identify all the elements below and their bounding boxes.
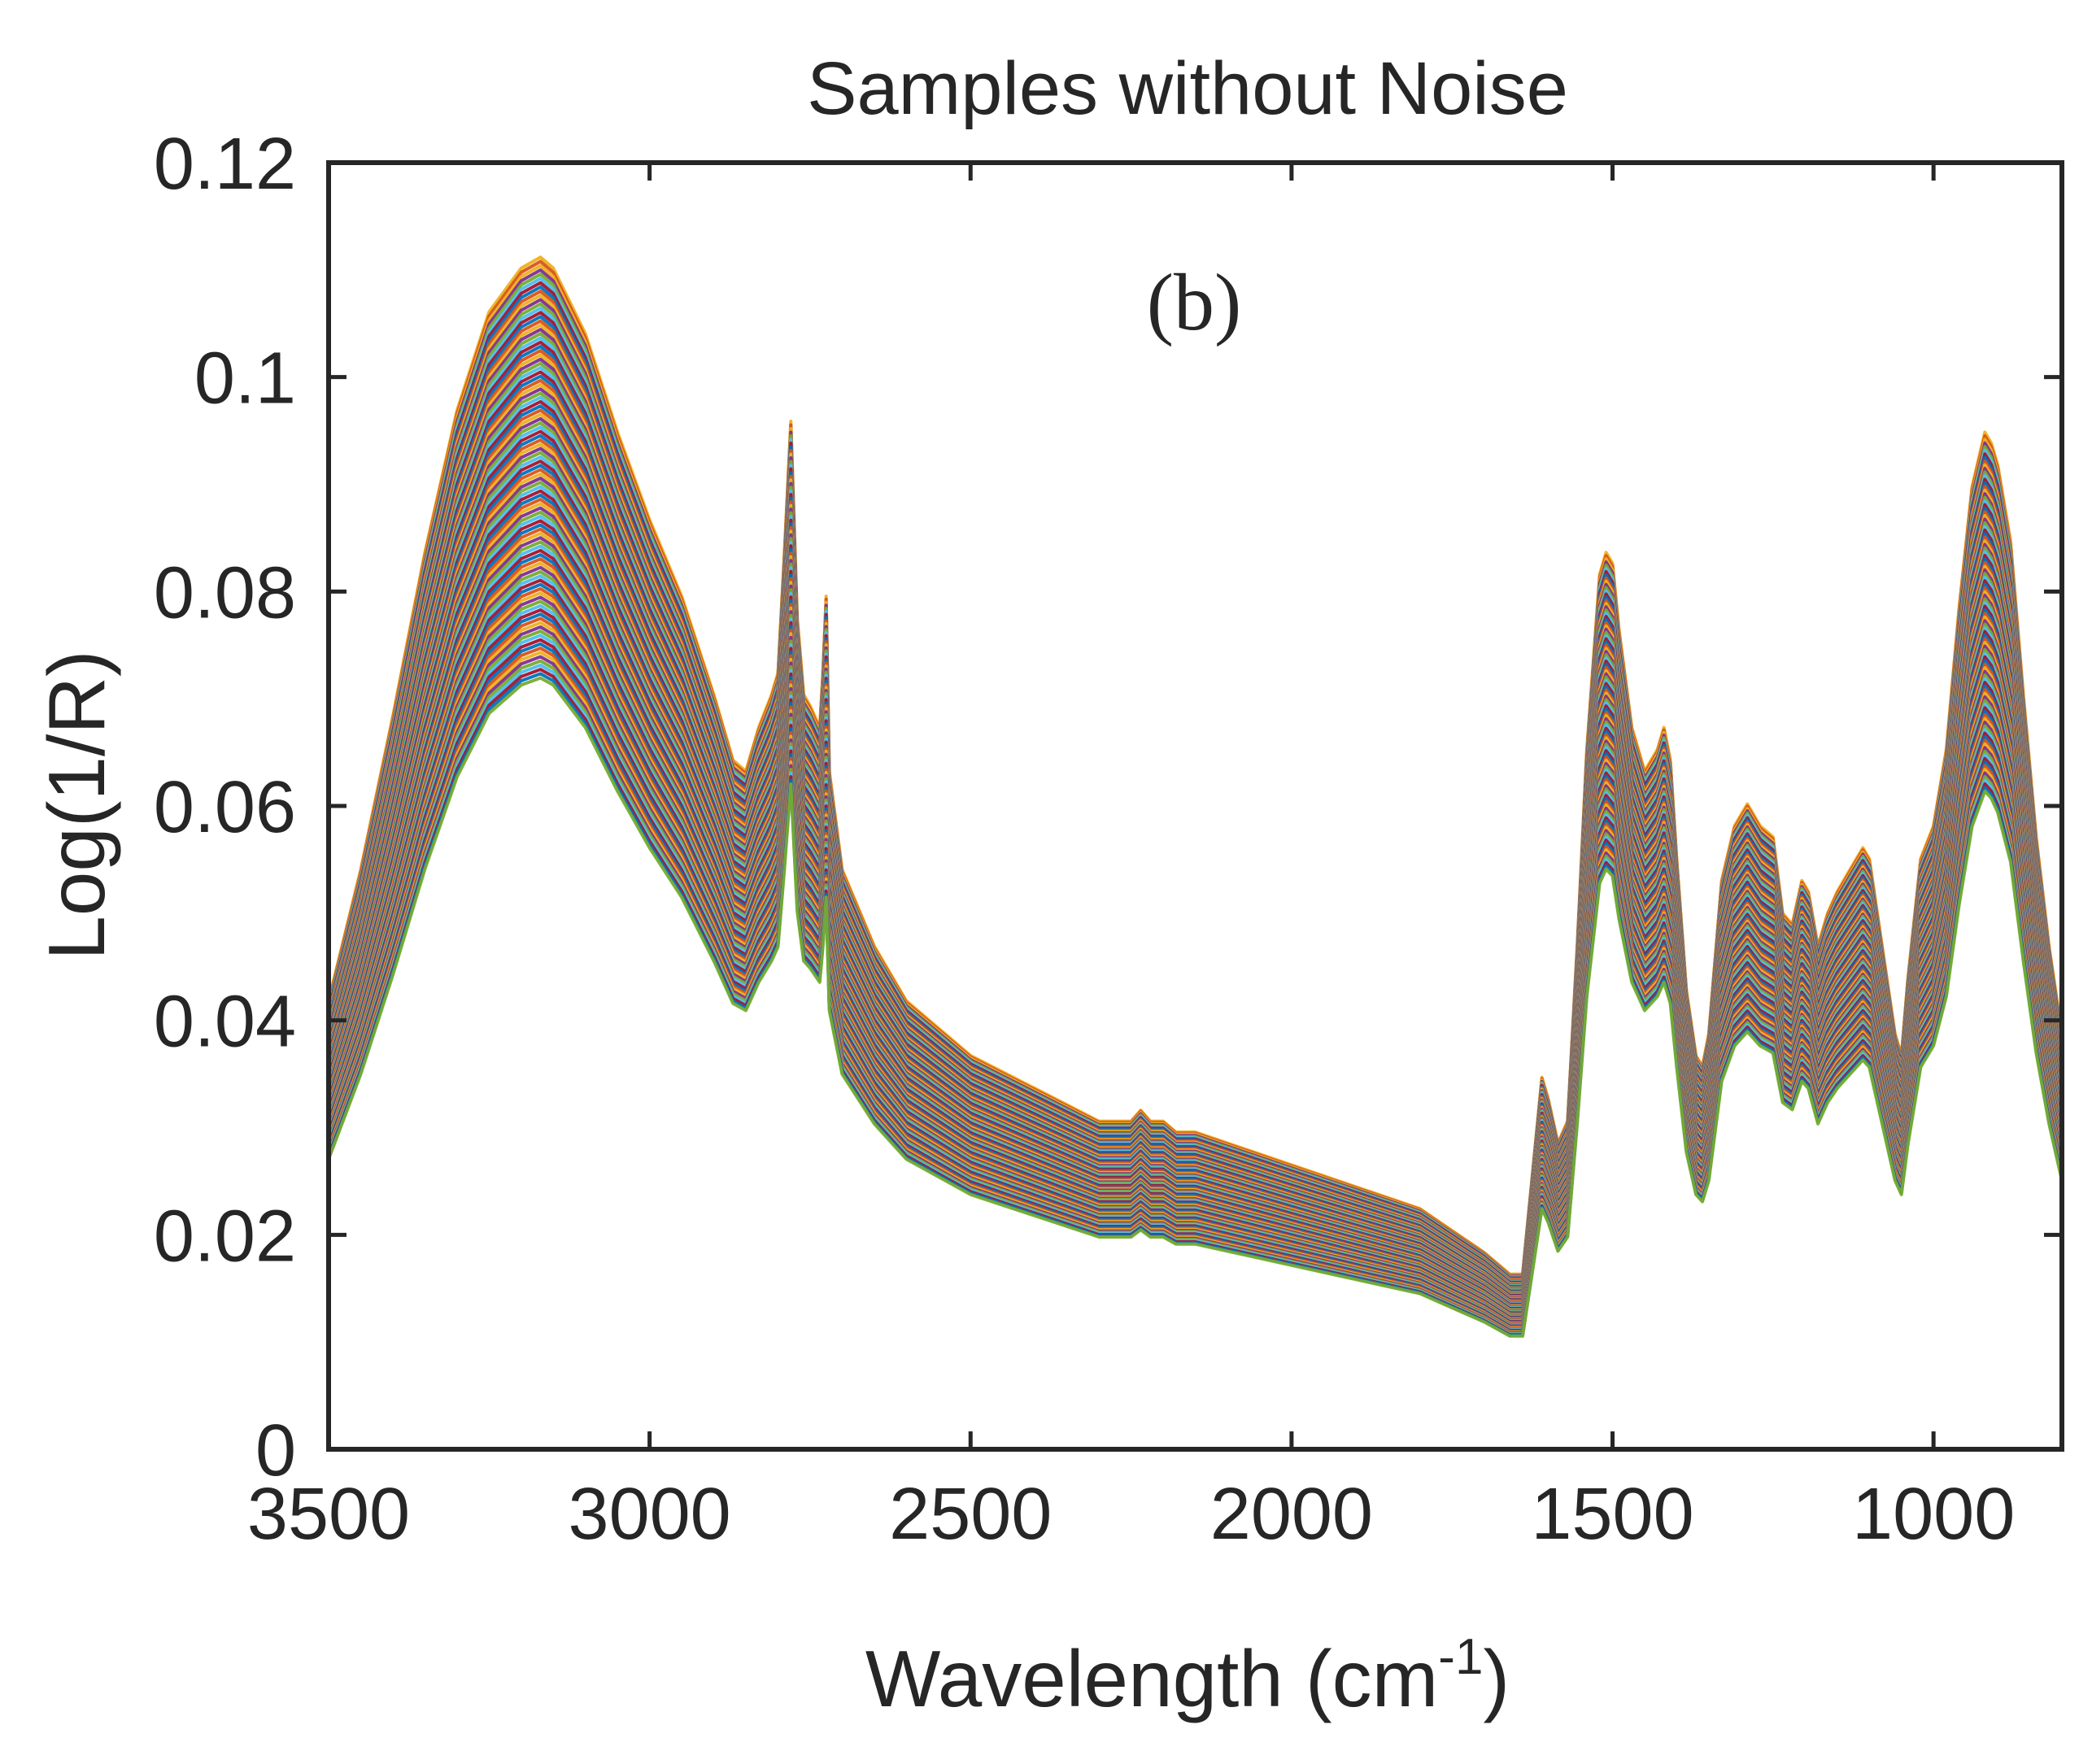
x-tick-labels: 3500 3000 2500 2000 1500 1000 xyxy=(247,1474,2015,1555)
x-axis-label: Wavelength (cm-1) xyxy=(865,1629,1510,1723)
x-tick-label: 3000 xyxy=(569,1474,731,1555)
y-tick-label: 0.06 xyxy=(154,767,296,848)
x-axis-label-suffix: ) xyxy=(1483,1634,1510,1723)
y-tick-label: 0 xyxy=(255,1410,296,1492)
y-tick-label: 0.1 xyxy=(194,338,296,420)
y-tick-labels: 0 0.02 0.04 0.06 0.08 0.1 0.12 xyxy=(154,124,296,1492)
y-axis-label: Log(1/R) xyxy=(32,650,121,960)
y-tick-label: 0.04 xyxy=(154,982,296,1063)
series-layer xyxy=(327,255,2064,1338)
x-tick-label: 2000 xyxy=(1210,1474,1373,1555)
y-tick-label: 0.02 xyxy=(154,1196,296,1277)
x-tick-label: 1500 xyxy=(1531,1474,1693,1555)
plot-frame xyxy=(326,160,2064,1452)
x-axis-label-superscript: -1 xyxy=(1438,1629,1483,1685)
chart-title: Samples without Noise xyxy=(807,47,1568,130)
y-tick-label: 0.12 xyxy=(154,124,296,205)
x-axis-label-text: Wavelength (cm xyxy=(865,1634,1438,1723)
x-tick-label: 2500 xyxy=(889,1474,1052,1555)
x-tick-label: 1000 xyxy=(1852,1474,2015,1555)
plot-area xyxy=(326,160,2064,1452)
x-tick-label: 3500 xyxy=(247,1474,410,1555)
panel-label: (b) xyxy=(1147,257,1242,347)
spectrum-line-100 xyxy=(327,676,2064,1338)
y-tick-label: 0.08 xyxy=(154,552,296,634)
